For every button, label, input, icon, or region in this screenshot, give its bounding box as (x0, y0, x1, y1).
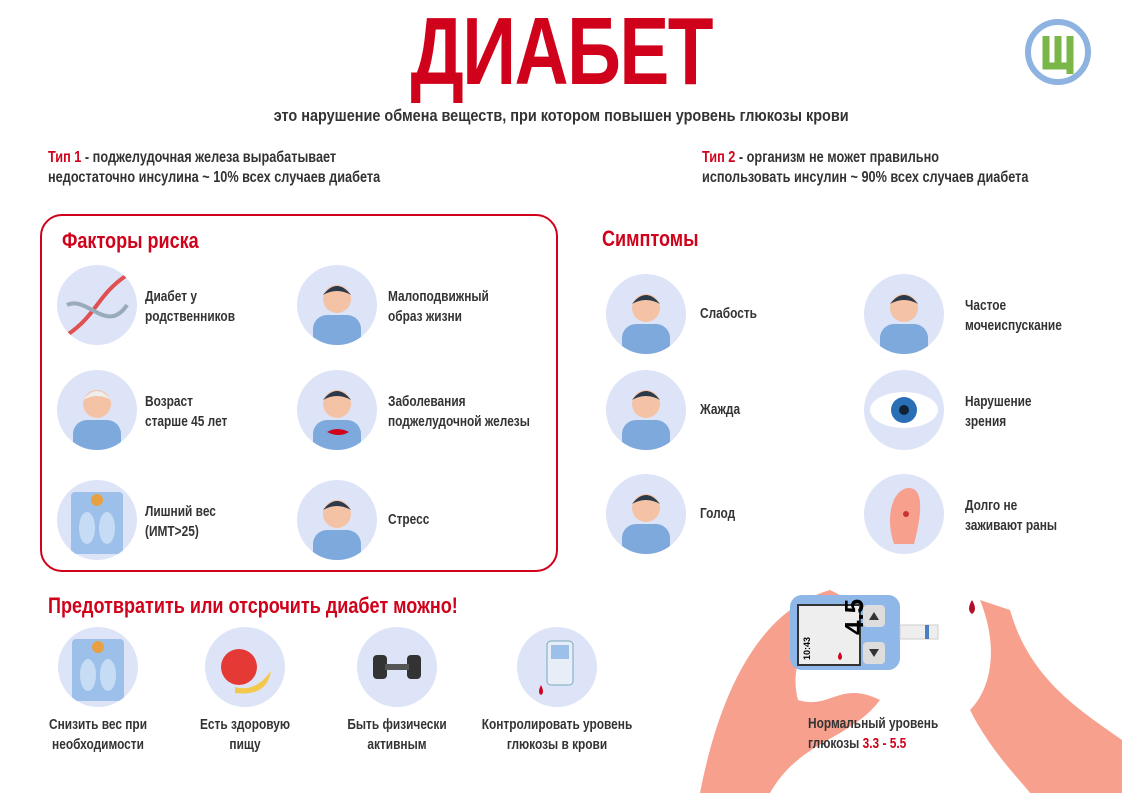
risk-factors-panel (40, 214, 558, 572)
prevent-label-line: Быть физически (347, 717, 447, 733)
low-battery-person-icon (606, 274, 686, 354)
symptoms-label-line: Долго не (965, 498, 1018, 514)
prevent-label-line: Снизить вес при (48, 717, 148, 733)
symptoms-label: Слабость (700, 304, 757, 324)
meter-time: 10:43 (802, 637, 812, 660)
prevent-label-line: пищу (229, 737, 261, 753)
symptoms-label-line: мочеиспускание (965, 318, 1062, 334)
prevent-label: Снизить вес при необходимости (49, 715, 147, 755)
hungry-person-icon (606, 474, 686, 554)
fruit-icon (205, 627, 285, 707)
subtitle: это нарушение обмена веществ, при которо… (273, 106, 849, 125)
type2-description: Тип 2 - организм не может правильно испо… (702, 149, 1029, 186)
glucometer-hand-illustration: 4.5 10:43 (680, 570, 980, 793)
prevention-heading: Предотвратить или отсрочить диабет можно… (48, 593, 458, 618)
risk-label-line: Возраст (145, 394, 193, 410)
prevent-label: Быть физически активным (347, 715, 446, 755)
eye-icon (864, 370, 944, 450)
risk-label-line: образ жизни (388, 309, 462, 325)
risk-label-line: Диабет у (145, 289, 197, 305)
risk-label-line: Малоподвижный (388, 289, 489, 305)
type1-description: Тип 1 - поджелудочная железа вырабатывае… (48, 149, 381, 186)
risk-label: Возраст старше 45 лет (145, 392, 227, 432)
scale-icon (58, 627, 138, 707)
prevent-label-line: глюкозы в крови (506, 737, 608, 753)
glucometer-icon (517, 627, 597, 707)
risk-label-line: Лишний вес (145, 504, 216, 520)
wounded-foot-icon (864, 474, 944, 554)
risk-label-line: старше 45 лет (145, 414, 228, 430)
symptoms-label-line: зрения (965, 414, 1007, 430)
scale-icon (57, 480, 137, 560)
symptoms-label-line: Жажда (700, 402, 741, 418)
drinking-person-icon (606, 370, 686, 450)
symptoms-label-line: Нарушение (965, 394, 1032, 410)
prevent-label-line: активным (367, 737, 427, 753)
symptoms-label: Нарушение зрения (965, 392, 1032, 432)
symptoms-label-line: Слабость (700, 306, 757, 322)
page-title: ДИАБЕТ (410, 0, 713, 105)
stress-person-icon (297, 480, 377, 560)
symptoms-label: Долго не заживают раны (965, 496, 1057, 536)
symptoms-label: Жажда (700, 400, 740, 420)
risk-heading: Факторы риска (62, 228, 199, 253)
risk-label-line: поджелудочной железы (388, 414, 530, 430)
finger-blood-drop-illustration (950, 590, 1122, 793)
risk-label-line: родственников (145, 309, 236, 325)
prevent-label-line: Есть здоровую (199, 717, 291, 733)
pancreas-icon (297, 370, 377, 450)
normal-glucose-level: Нормальный уровень глюкозы 3.3 - 5.5 (808, 716, 939, 752)
elderly-person-icon (57, 370, 137, 450)
risk-label: Лишний вес (ИМТ>25) (145, 502, 216, 542)
symptoms-label-line: Частое (965, 298, 1007, 314)
symptoms-label: Частое мочеиспускание (965, 296, 1062, 336)
risk-label-line: Стресс (388, 512, 430, 528)
symptoms-label-line: заживают раны (965, 518, 1058, 534)
logo (1024, 18, 1092, 86)
symptoms-label-line: Голод (700, 506, 736, 522)
risk-label-line: Заболевания (388, 394, 466, 410)
prevent-label-line: необходимости (52, 737, 144, 753)
prevent-label-line: Контролировать уровень (481, 717, 633, 733)
symptoms-label: Голод (700, 504, 735, 524)
sofa-person-icon (297, 265, 377, 345)
prevent-label: Контролировать уровень глюкозы в крови (482, 715, 633, 755)
risk-label-line: (ИМТ>25) (145, 524, 199, 540)
symptoms-heading: Симптомы (602, 226, 699, 251)
prevent-label: Есть здоровую пищу (200, 715, 290, 755)
dna-icon (57, 265, 137, 345)
risk-label: Заболевания поджелудочной железы (388, 392, 530, 432)
risk-label: Малоподвижный образ жизни (388, 287, 489, 327)
risk-label: Диабет у родственников (145, 287, 235, 327)
dumbbell-icon (357, 627, 437, 707)
toilet-person-icon (864, 274, 944, 354)
risk-label: Стресс (388, 510, 429, 530)
